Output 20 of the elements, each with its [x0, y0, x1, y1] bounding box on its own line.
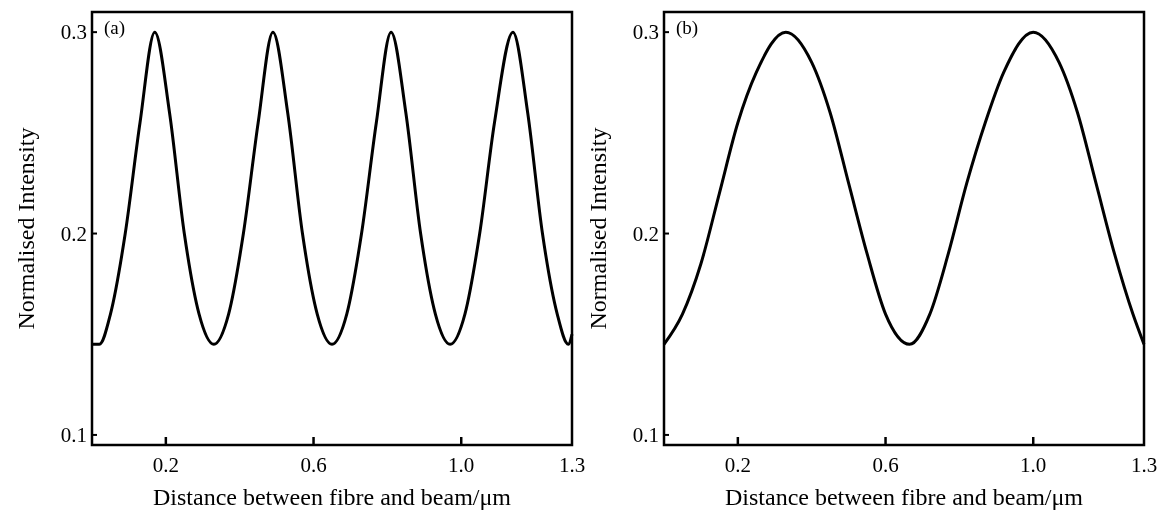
y-tick-label: 0.1: [632, 423, 659, 448]
x-tick-label: 1.0: [1020, 453, 1047, 477]
x-tick-label: 0.6: [872, 453, 899, 477]
chart-title: (b): [676, 17, 699, 39]
y-axis-title: Normalised Intensity: [13, 127, 39, 330]
x-tick-label: 1.3: [558, 453, 586, 477]
y-axis-title: Normalised Intensity: [585, 127, 611, 330]
x-tick-label: 0.6: [300, 453, 327, 477]
y-tick-label: 0.2: [60, 221, 87, 246]
y-tick-label: 0.1: [60, 423, 87, 448]
chart-title: (a): [104, 17, 126, 39]
x-tick-label: 0.2: [152, 453, 179, 477]
x-axis-title: Distance between fibre and beam/μm: [724, 484, 1084, 510]
x-tick-label: 0.2: [724, 453, 751, 477]
x-tick-label: 1.0: [448, 453, 475, 477]
y-tick-label: 0.2: [632, 221, 659, 246]
x-tick-label: 1.3: [1130, 453, 1157, 477]
x-axis-title: Distance between fibre and beam/μm: [152, 484, 512, 510]
y-tick-label: 0.3: [632, 20, 659, 45]
y-tick-label: 0.3: [60, 20, 87, 45]
